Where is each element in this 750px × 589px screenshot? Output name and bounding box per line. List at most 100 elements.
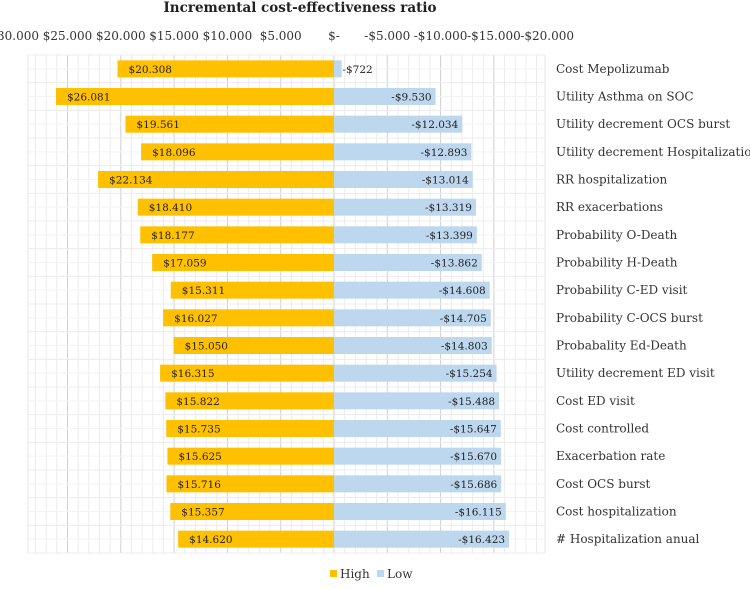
bar-high-label: $15.625 (178, 451, 221, 463)
bar-low-label: -$15.647 (450, 424, 497, 436)
bar-low-label: -$12.034 (411, 119, 458, 131)
bar-low-label: -$15.670 (450, 451, 497, 463)
bar-low (334, 198, 476, 216)
bar-low-label: -$15.686 (450, 479, 497, 491)
legend-low-swatch (377, 570, 384, 577)
bar-low-label: -$13.862 (431, 258, 478, 270)
bar-low (334, 447, 502, 465)
bar-high-label: $14.620 (189, 534, 232, 546)
bar-low-label: -$13.399 (426, 230, 473, 242)
bar-low (334, 60, 342, 78)
bar-low-label: -$16.423 (458, 534, 505, 546)
bar-high (167, 447, 334, 465)
category-label: RR exacerbations (556, 200, 663, 214)
bar-high (117, 60, 334, 78)
legend-low-label: Low (387, 567, 413, 581)
bar-low (334, 281, 490, 299)
bar-high (170, 503, 334, 520)
category-label: Probability C-OCS burst (556, 311, 703, 325)
bar-low (334, 254, 482, 271)
bar-high (165, 392, 334, 410)
bar-high (141, 143, 334, 161)
category-label: Cost hospitalization (556, 505, 677, 519)
x-tick-label: -$10.000 (414, 29, 468, 43)
bar-high (166, 420, 334, 437)
bar-low (334, 143, 472, 161)
category-label: Utility decrement Hospitalization (556, 145, 750, 159)
bar-low-label: -$16.115 (455, 507, 502, 519)
x-tick-label: -$15.000 (467, 29, 521, 43)
category-label: Probability O-Death (556, 228, 678, 242)
bar-high-label: $17.059 (163, 258, 206, 270)
category-label: Cost ED visit (556, 394, 635, 408)
bar-high-label: $18.096 (152, 147, 196, 159)
bars: $20.308 -$722 $26.081 -$9.530 $19.561 -$12.03… (55, 60, 510, 548)
x-tick-label: $20.000 (96, 29, 146, 43)
bar-high-label: $16.315 (171, 368, 214, 380)
grid-lines (27, 54, 546, 554)
bar-high (163, 309, 334, 327)
bar-low-label: -$12.893 (420, 147, 467, 159)
bar-low (334, 88, 436, 105)
legend-high-swatch (330, 570, 337, 577)
bar-high (137, 198, 334, 216)
x-tick-label: -$5.000 (364, 29, 410, 43)
bar-high-label: $26.081 (67, 92, 110, 104)
category-label: Probability C-ED visit (556, 283, 688, 297)
x-tick-label: $15.000 (149, 29, 199, 43)
bar-high-label: $22.134 (109, 175, 153, 187)
bar-high-label: $15.822 (176, 396, 219, 408)
chart-title: Incremental cost-effectiveness ratio (163, 0, 436, 16)
category-label: Utility decrement ED visit (556, 366, 715, 380)
bar-low (334, 475, 502, 493)
bar-low (334, 364, 497, 382)
category-label: Utility Asthma on SOC (556, 90, 694, 104)
bar-low (334, 171, 473, 188)
bar-high (166, 475, 334, 493)
bar-high-label: $15.357 (181, 507, 224, 519)
bar-low-label: -$14.803 (441, 341, 488, 353)
bar-low (334, 115, 463, 133)
bar-low-label: -$9.530 (391, 92, 431, 104)
category-label: Probabality Ed-Death (556, 339, 687, 353)
bar-high (173, 337, 334, 354)
bar-high-label: $19.561 (136, 119, 179, 131)
bar-high (55, 88, 335, 105)
x-tick-label: $10.000 (203, 29, 253, 43)
bar-low-label: -$15.254 (446, 368, 493, 380)
legend: High Low (330, 567, 413, 581)
category-label: RR hospitalization (556, 173, 668, 187)
bar-high-label: $18.177 (151, 230, 194, 242)
bar-low-label: -$13.319 (425, 202, 472, 214)
bar-low-label: -$13.014 (422, 175, 469, 187)
category-label: Exacerbation rate (556, 449, 665, 463)
bar-high-label: $20.308 (129, 64, 172, 76)
bar-high (170, 281, 334, 299)
x-tick-label: -$20.000 (520, 29, 574, 43)
category-label: Utility decrement OCS burst (556, 117, 730, 131)
bar-low (334, 226, 477, 244)
bar-high (152, 254, 334, 271)
category-label: Cost Mepolizumab (556, 62, 670, 76)
bar-high-label: $15.311 (182, 285, 225, 297)
bar-low (334, 503, 506, 520)
bar-low (334, 392, 500, 410)
category-label: Cost OCS burst (556, 477, 651, 491)
bar-high-label: $18.410 (149, 202, 192, 214)
bar-high-label: $15.050 (185, 341, 228, 353)
bar-low (334, 337, 492, 354)
bar-low-label: -$14.608 (439, 285, 486, 297)
bar-high (178, 530, 334, 548)
category-label: Cost controlled (556, 422, 649, 436)
bar-high (160, 364, 334, 382)
bar-low-label: -$14.705 (440, 313, 487, 325)
bar-low-label: -$15.488 (448, 396, 495, 408)
bar-low (334, 530, 510, 548)
bar-high-label: $15.735 (177, 424, 220, 436)
x-tick-label: $5.000 (260, 29, 302, 43)
x-tick-label: $25.000 (43, 29, 93, 43)
bar-high-label: $16.027 (174, 313, 217, 325)
legend-high-label: High (340, 567, 370, 581)
bar-low-label: -$722 (342, 64, 372, 76)
